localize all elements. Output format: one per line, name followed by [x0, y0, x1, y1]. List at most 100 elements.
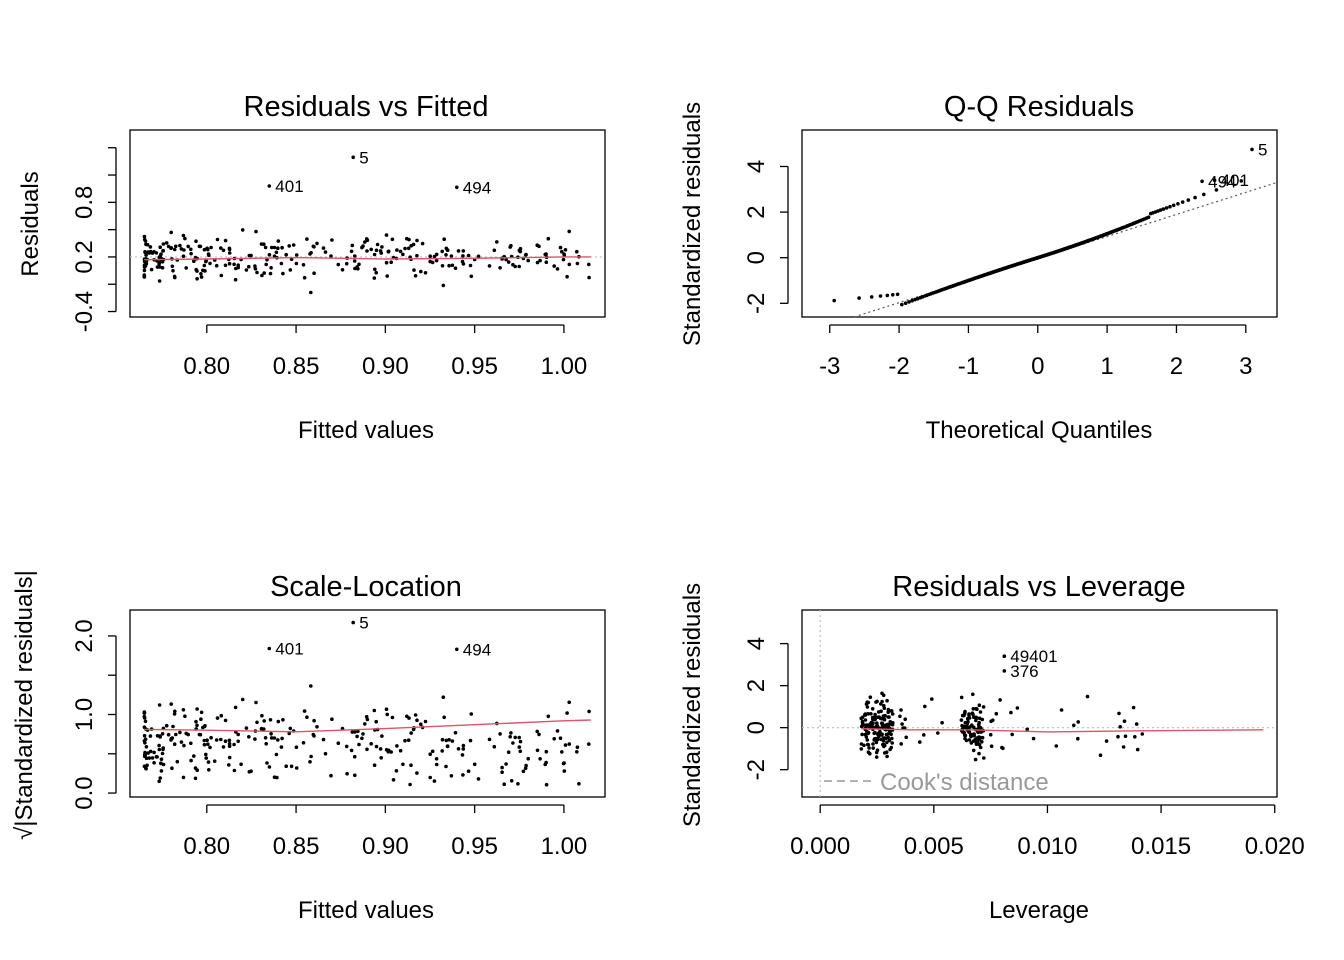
data-point	[159, 252, 163, 256]
data-point	[157, 779, 161, 784]
data-point	[260, 273, 264, 278]
data-point	[144, 261, 149, 266]
data-point	[344, 261, 349, 266]
residuals-vs-leverage-xlabel: Leverage	[989, 897, 1089, 924]
data-point	[148, 245, 153, 249]
data-point	[291, 243, 296, 247]
smooth-line	[144, 256, 591, 261]
data-point	[227, 763, 231, 767]
data-point	[145, 763, 149, 768]
data-point	[900, 302, 904, 307]
data-point	[441, 695, 446, 699]
point-label: 376	[1010, 662, 1038, 681]
data-point	[372, 276, 377, 280]
data-point	[967, 713, 971, 718]
data-point	[890, 722, 895, 727]
data-point	[998, 698, 1002, 702]
data-point	[209, 245, 213, 250]
data-point	[172, 712, 177, 716]
data-point	[182, 743, 186, 748]
data-point	[236, 263, 240, 268]
data-point	[164, 723, 169, 728]
data-point	[1009, 710, 1013, 715]
data-point	[440, 249, 445, 254]
data-point	[857, 296, 861, 300]
data-point	[981, 705, 986, 709]
data-point	[918, 740, 922, 744]
data-point	[385, 712, 390, 717]
data-point	[164, 241, 169, 245]
x-tick-label: 0.80	[183, 353, 230, 380]
data-point	[409, 763, 413, 767]
data-point	[202, 738, 207, 743]
data-point	[885, 740, 889, 745]
data-point	[269, 736, 274, 740]
data-point	[276, 239, 281, 243]
data-point	[449, 774, 454, 778]
data-point	[206, 247, 210, 252]
qq-residuals-title: Q-Q Residuals	[944, 91, 1134, 123]
data-point	[880, 733, 884, 737]
data-point	[173, 709, 177, 714]
data-point	[517, 264, 521, 269]
data-point	[434, 762, 439, 767]
data-point	[236, 732, 240, 737]
data-point	[881, 693, 886, 698]
data-point	[262, 242, 266, 246]
data-point	[281, 718, 285, 722]
data-point	[977, 743, 982, 747]
data-point	[936, 731, 940, 735]
data-point	[355, 734, 359, 739]
data-point	[440, 749, 445, 753]
y-tick-label: 0	[743, 251, 770, 264]
data-point	[508, 735, 512, 739]
data-point	[201, 725, 205, 730]
data-point	[977, 737, 982, 742]
data-point	[160, 751, 165, 756]
data-point	[1123, 734, 1128, 738]
data-point	[254, 229, 258, 234]
data-point	[881, 724, 885, 729]
data-point	[487, 737, 492, 742]
data-point	[363, 722, 367, 726]
data-point	[321, 737, 326, 742]
qq-residuals-xlabel: Theoretical Quantiles	[926, 417, 1153, 444]
data-point	[232, 262, 236, 267]
data-point	[223, 263, 228, 268]
data-point	[223, 739, 228, 743]
data-point	[157, 747, 162, 752]
data-point	[179, 247, 184, 251]
data-point	[994, 711, 999, 716]
y-tick-label: 4	[743, 637, 770, 650]
x-tick-label: -3	[819, 353, 840, 380]
data-point	[1250, 147, 1254, 152]
data-point	[563, 743, 568, 747]
data-point	[181, 708, 186, 712]
data-point	[240, 697, 245, 702]
data-point	[989, 719, 993, 724]
data-point	[880, 699, 884, 704]
data-point	[415, 771, 419, 775]
data-point	[269, 245, 274, 250]
data-point	[403, 738, 407, 743]
data-point	[468, 738, 473, 743]
x-tick-label: 0.80	[183, 833, 230, 860]
data-point	[1072, 723, 1076, 728]
data-point	[192, 754, 196, 758]
data-point	[143, 737, 148, 742]
data-point	[461, 254, 465, 258]
data-point	[356, 267, 360, 271]
data-point	[440, 264, 445, 268]
data-point	[353, 773, 357, 778]
data-point	[415, 718, 419, 722]
data-point	[874, 740, 879, 745]
data-point	[289, 764, 294, 769]
data-point	[977, 751, 981, 756]
data-point	[240, 228, 245, 232]
data-point	[563, 248, 568, 252]
data-point	[155, 755, 159, 759]
data-point	[184, 731, 188, 736]
data-point	[511, 741, 515, 745]
y-tick-label: 2	[743, 205, 770, 218]
